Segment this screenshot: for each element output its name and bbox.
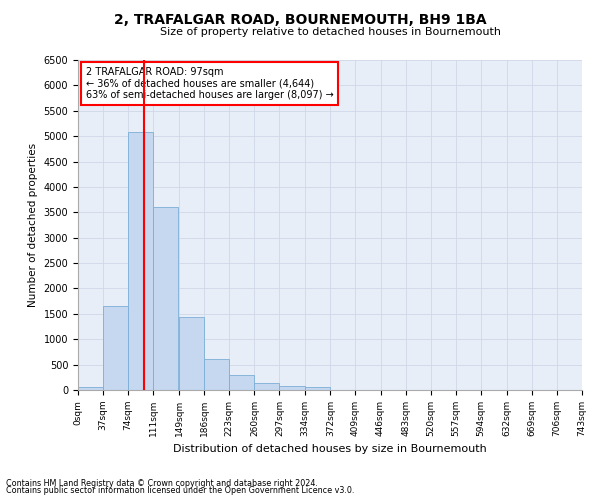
Bar — [305, 388, 329, 390]
X-axis label: Distribution of detached houses by size in Bournemouth: Distribution of detached houses by size … — [173, 444, 487, 454]
Text: Contains public sector information licensed under the Open Government Licence v3: Contains public sector information licen… — [6, 486, 355, 495]
Text: 2, TRAFALGAR ROAD, BOURNEMOUTH, BH9 1BA: 2, TRAFALGAR ROAD, BOURNEMOUTH, BH9 1BA — [113, 12, 487, 26]
Title: Size of property relative to detached houses in Bournemouth: Size of property relative to detached ho… — [160, 27, 500, 37]
Bar — [128, 132, 153, 390]
Bar — [280, 386, 305, 390]
Text: 2 TRAFALGAR ROAD: 97sqm
← 36% of detached houses are smaller (4,644)
63% of semi: 2 TRAFALGAR ROAD: 97sqm ← 36% of detache… — [86, 66, 334, 100]
Bar — [229, 376, 254, 390]
Y-axis label: Number of detached properties: Number of detached properties — [28, 143, 38, 307]
Bar — [153, 207, 178, 390]
Bar — [179, 318, 204, 390]
Text: Contains HM Land Registry data © Crown copyright and database right 2024.: Contains HM Land Registry data © Crown c… — [6, 478, 318, 488]
Bar — [78, 388, 103, 390]
Bar — [103, 306, 128, 390]
Bar — [254, 383, 280, 390]
Bar — [204, 359, 229, 390]
